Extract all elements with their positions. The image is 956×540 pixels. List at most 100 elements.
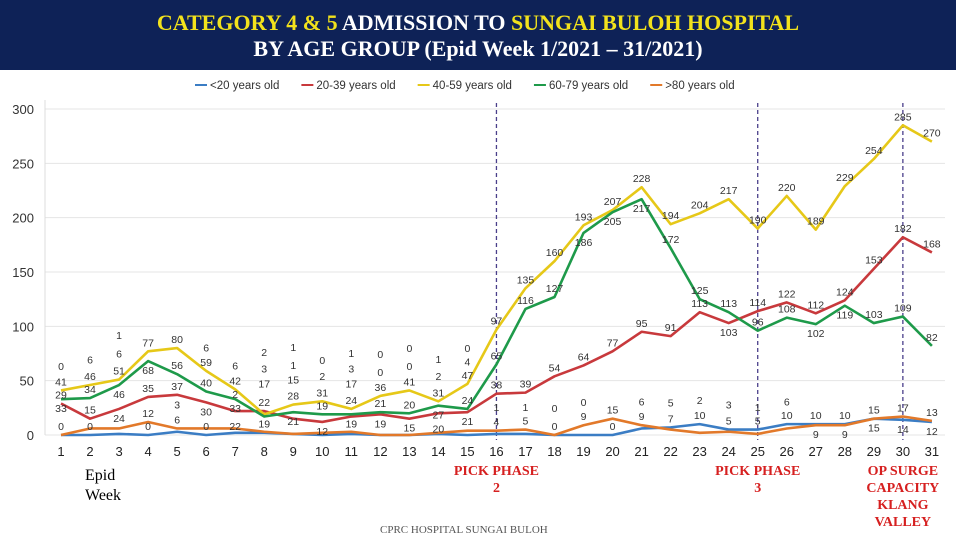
x-tick-label: 7 [232, 444, 239, 459]
data-label: 95 [636, 318, 648, 330]
data-label: 112 [807, 299, 824, 311]
data-label: 0 [145, 421, 151, 433]
x-tick-label: 11 [345, 444, 359, 459]
data-label: 6 [784, 396, 790, 408]
data-label: 56 [171, 360, 183, 372]
x-tick-label: 8 [261, 444, 268, 459]
data-label: 190 [749, 215, 767, 227]
series-line [60, 124, 933, 416]
data-label: 9 [639, 411, 645, 423]
y-tick-label: 200 [12, 211, 34, 226]
data-label: 2 [697, 395, 703, 407]
data-label: 204 [691, 199, 709, 211]
legend-label: >80 years old [665, 80, 734, 92]
data-label: 0 [377, 349, 383, 361]
data-label: 15 [287, 375, 299, 387]
data-label: 3 [726, 400, 732, 412]
data-label: 207 [604, 196, 622, 208]
data-label: 15 [607, 405, 619, 417]
data-label: 46 [84, 371, 96, 383]
y-tick-label: 300 [12, 102, 34, 117]
data-label: 127 [546, 283, 564, 295]
y-tick-label: 0 [27, 428, 34, 443]
data-label: 0 [377, 367, 383, 379]
data-label: 0 [464, 343, 470, 355]
legend-label: 20-39 years old [316, 80, 395, 92]
x-tick-label: 12 [373, 444, 387, 459]
data-label: 193 [575, 211, 593, 223]
y-tick-label: 250 [12, 156, 34, 171]
data-label: 1 [494, 402, 500, 414]
data-label: 19 [374, 418, 386, 430]
data-label: 2 [435, 371, 441, 383]
data-label: 160 [546, 247, 564, 259]
data-label: 4 [464, 357, 470, 369]
x-tick-label: 24 [721, 444, 735, 459]
data-label: 6 [87, 354, 93, 366]
data-label: 65 [491, 350, 503, 362]
x-tick-label: 18 [547, 444, 561, 459]
x-tick-label: 6 [203, 444, 210, 459]
data-label: 285 [894, 111, 912, 123]
data-label: 217 [720, 185, 738, 197]
data-label: 13 [926, 407, 938, 419]
x-tick-label: 26 [780, 444, 794, 459]
data-label: 97 [491, 316, 503, 328]
data-label: 22 [229, 421, 241, 433]
data-label: 10 [694, 410, 706, 422]
grid-and-lines [44, 100, 945, 440]
title-subline: BY AGE GROUP (Epid Week 1/2021 – 31/2021… [253, 36, 703, 61]
data-label: 35 [142, 383, 154, 395]
data-label: 15 [404, 423, 416, 435]
data-label: 270 [923, 128, 941, 140]
data-label: 0 [406, 343, 412, 355]
data-label: 135 [517, 274, 535, 286]
data-label: 47 [462, 370, 474, 382]
data-label: 10 [781, 410, 793, 422]
data-label: 51 [113, 366, 125, 378]
x-tick-label: 30 [896, 444, 910, 459]
data-label: 15 [868, 423, 880, 435]
data-label: 20 [433, 423, 445, 435]
series-line [60, 415, 933, 437]
data-label: 168 [923, 238, 941, 250]
data-label: 182 [894, 223, 912, 235]
x-tick-label: 13 [402, 444, 416, 459]
data-label: 3 [174, 400, 180, 412]
data-label: 91 [665, 322, 677, 334]
data-label: 1 [290, 360, 296, 372]
y-tick-label: 50 [20, 374, 34, 389]
x-tick-label: 31 [925, 444, 939, 459]
legend-label: <20 years old [210, 80, 279, 92]
data-label: 113 [720, 298, 737, 310]
data-label: 5 [726, 416, 732, 428]
data-label: 24 [462, 395, 474, 407]
data-label: 194 [662, 210, 680, 222]
data-label: 21 [287, 416, 299, 428]
data-label: 54 [549, 362, 561, 374]
data-label: 186 [575, 237, 593, 249]
x-tick-label: 1 [57, 444, 64, 459]
data-label: 41 [55, 376, 67, 388]
data-label: 228 [633, 173, 651, 185]
legend-label: 60-79 years old [549, 80, 628, 92]
x-tick-label: 23 [692, 444, 706, 459]
data-label: 5 [668, 398, 674, 410]
data-label: 114 [749, 297, 766, 309]
data-label: 0 [87, 421, 93, 433]
data-label: 0 [58, 361, 64, 373]
data-label: 15 [868, 405, 880, 417]
data-label: 39 [520, 379, 532, 391]
data-label: 0 [610, 421, 616, 433]
x-tick-label: 21 [634, 444, 648, 459]
data-label: 33 [55, 403, 67, 415]
data-label: 3 [348, 364, 354, 376]
x-tick-label: 10 [315, 444, 329, 459]
x-tick-label: 3 [115, 444, 122, 459]
data-label: 6 [639, 396, 645, 408]
data-label: 12 [316, 426, 328, 438]
data-label: 30 [200, 406, 212, 418]
x-axis-label: Epid Week [85, 467, 122, 504]
data-label: 59 [200, 357, 212, 369]
